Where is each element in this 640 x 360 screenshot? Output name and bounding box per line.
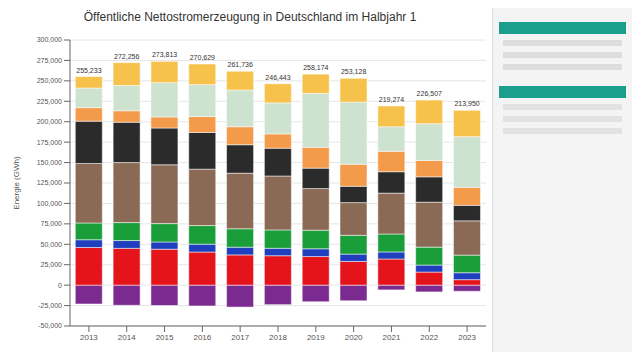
svg-text:213,950: 213,950 (454, 100, 479, 107)
svg-text:2017: 2017 (231, 333, 249, 342)
svg-text:2015: 2015 (156, 333, 174, 342)
svg-text:150,000: 150,000 (37, 159, 62, 166)
svg-text:219,274: 219,274 (379, 96, 404, 103)
svg-text:2013: 2013 (80, 333, 98, 342)
svg-text:250,000: 250,000 (37, 77, 62, 84)
svg-text:2023: 2023 (458, 333, 476, 342)
svg-text:2016: 2016 (193, 333, 211, 342)
svg-text:261,736: 261,736 (228, 61, 253, 68)
svg-text:226,507: 226,507 (417, 90, 442, 97)
svg-text:273,813: 273,813 (152, 51, 177, 58)
svg-text:75,000: 75,000 (41, 220, 63, 227)
svg-text:0: 0 (58, 282, 62, 289)
svg-text:253,128: 253,128 (341, 68, 366, 75)
svg-text:-25,000: -25,000 (38, 302, 62, 309)
svg-text:300,000: 300,000 (37, 36, 62, 43)
svg-text:275,000: 275,000 (37, 57, 62, 64)
html-text:Öffentliche Nettostromerzeugun: Öffentliche Nettostromerzeugung in Deuts… (83, 10, 417, 24)
svg-text:25,000: 25,000 (41, 261, 63, 268)
svg-text:2019: 2019 (307, 333, 325, 342)
svg-text:246,443: 246,443 (265, 74, 290, 81)
svg-text:125,000: 125,000 (37, 179, 62, 186)
svg-text:2018: 2018 (269, 333, 287, 342)
svg-text:258,174: 258,174 (303, 64, 328, 71)
svg-text:2021: 2021 (383, 333, 401, 342)
svg-text:2022: 2022 (420, 333, 438, 342)
svg-text:270,629: 270,629 (190, 54, 215, 61)
svg-text:255,233: 255,233 (76, 67, 101, 74)
svg-text:200,000: 200,000 (37, 118, 62, 125)
svg-text:Energie (GWh): Energie (GWh) (12, 156, 21, 210)
svg-text:-50,000: -50,000 (38, 322, 62, 329)
svg-text:50,000: 50,000 (41, 241, 63, 248)
svg-text:175,000: 175,000 (37, 139, 62, 146)
svg-text:100,000: 100,000 (37, 200, 62, 207)
svg-text:2014: 2014 (118, 333, 136, 342)
svg-text:272,256: 272,256 (114, 53, 139, 60)
svg-text:225,000: 225,000 (37, 98, 62, 105)
svg-text:2020: 2020 (345, 333, 363, 342)
